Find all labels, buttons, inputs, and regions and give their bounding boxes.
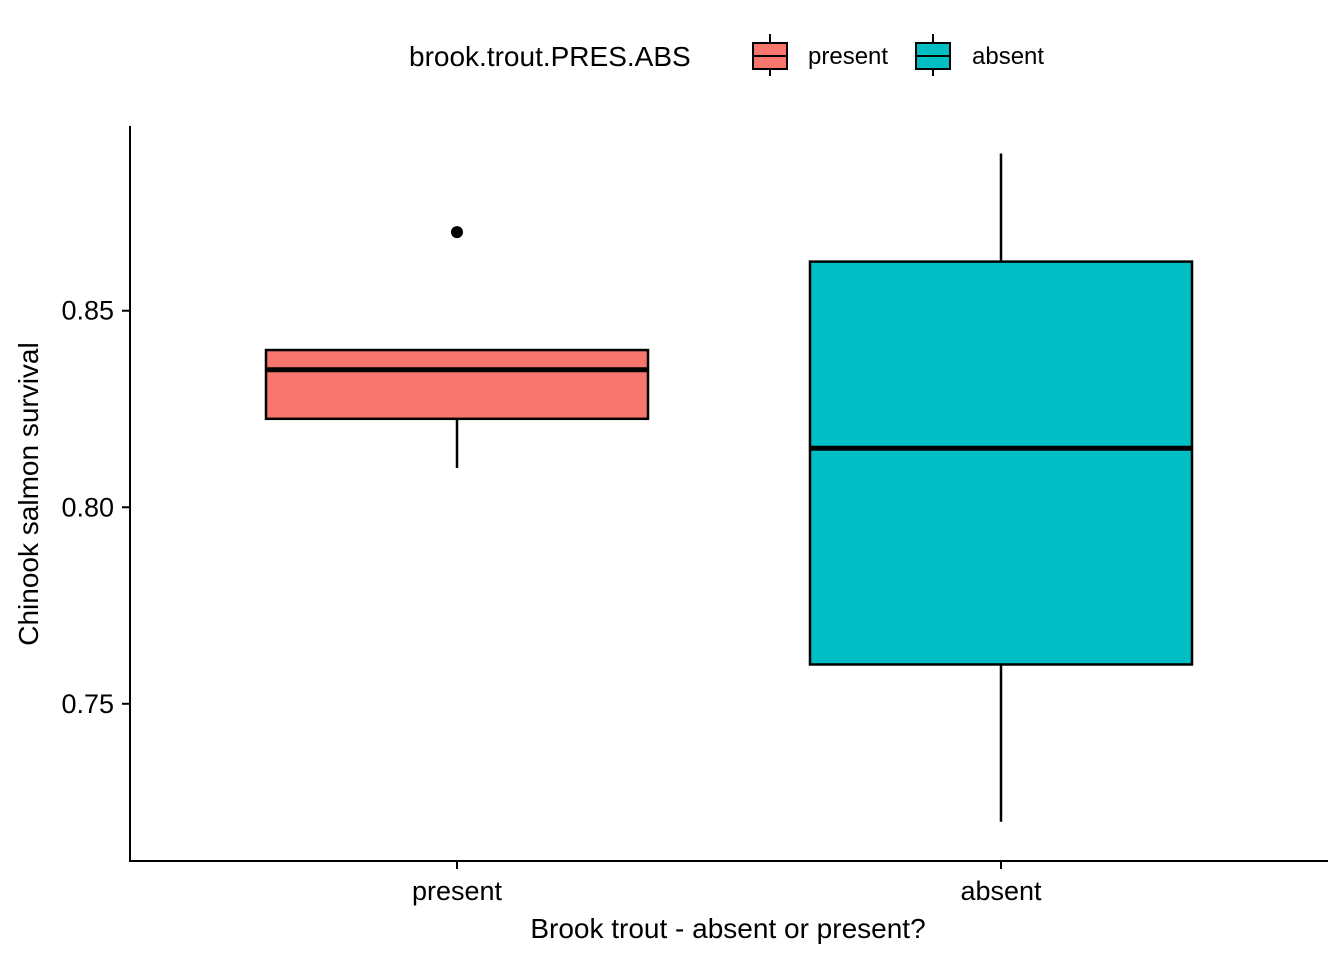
box-absent <box>808 153 1194 822</box>
box-body <box>264 348 650 421</box>
legend-label: absent <box>972 43 1044 70</box>
legend-items: present absent <box>752 34 1044 76</box>
legend-title: brook.trout.PRES.ABS <box>409 41 691 72</box>
legend: brook.trout.PRES.ABS present absent <box>409 34 1044 76</box>
y-tick-label: 0.85 <box>61 296 114 326</box>
plot-area <box>264 153 1194 822</box>
y-tick-label: 0.75 <box>61 689 114 719</box>
x-tick-label: absent <box>960 876 1042 906</box>
x-axis-ticks: present absent <box>412 861 1042 906</box>
legend-key <box>915 34 951 76</box>
box-present <box>264 226 650 468</box>
x-tick-label: present <box>412 876 503 906</box>
x-axis-title: Brook trout - absent or present? <box>530 913 925 944</box>
legend-key <box>752 34 788 76</box>
legend-item-absent: absent <box>915 34 1044 76</box>
y-axis-ticks: 0.75 0.80 0.85 <box>61 296 130 719</box>
y-axis-title: Chinook salmon survival <box>13 342 44 645</box>
outlier-point <box>451 226 463 239</box>
legend-label: present <box>808 43 888 70</box>
box-body <box>808 260 1194 666</box>
legend-item-present: present <box>752 34 888 76</box>
y-tick-label: 0.80 <box>61 492 114 522</box>
